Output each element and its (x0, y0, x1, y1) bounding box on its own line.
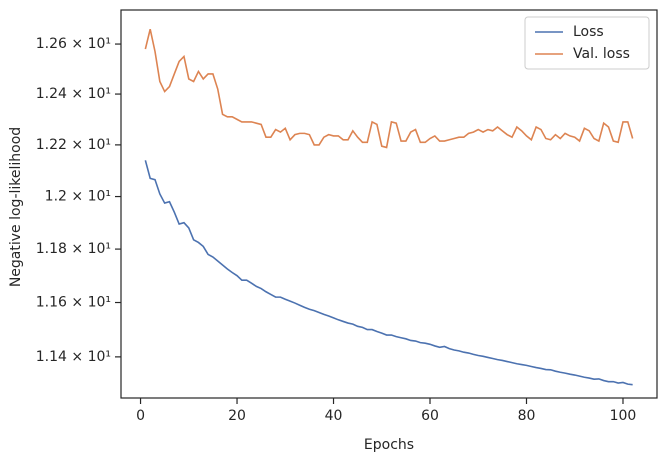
x-tick-label: 80 (518, 408, 536, 424)
x-tick-label: 40 (325, 408, 343, 424)
y-tick-label: 1.14 × 10¹ (36, 349, 111, 365)
x-tick-label: 60 (421, 408, 439, 424)
y-tick-label: 1.18 × 10¹ (36, 241, 111, 257)
y-tick-label: 1.16 × 10¹ (36, 295, 111, 311)
plot-frame (120, 9, 658, 399)
x-axis-label: Epochs (364, 437, 414, 453)
legend-box (524, 16, 650, 70)
x-tick-label: 100 (610, 408, 637, 424)
y-axis-label: Negative log-likelihood (8, 127, 24, 287)
y-tick-label: 1.22 × 10¹ (36, 137, 111, 153)
line-series (144, 29, 634, 149)
legend-label: Loss (573, 24, 604, 40)
y-tick-label: 1.2 × 10¹ (45, 189, 111, 205)
x-tick-label: 20 (228, 408, 246, 424)
y-tick-label: 1.24 × 10¹ (36, 86, 111, 102)
y-tick-label: 1.26 × 10¹ (36, 36, 111, 52)
legend-label: Val. loss (573, 46, 630, 62)
x-tick-label: 0 (136, 408, 145, 424)
line-series (144, 160, 633, 386)
